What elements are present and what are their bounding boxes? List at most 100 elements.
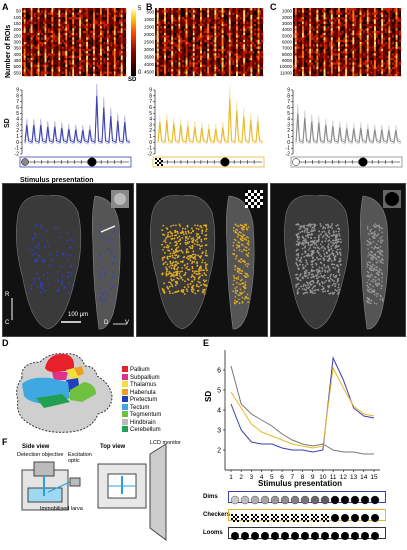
stimulus-presentation-label: Stimulus presentation	[20, 177, 94, 184]
region-swatch	[122, 388, 128, 395]
trace-ytick-label: 8	[16, 93, 19, 99]
trace-ytick-label: -1	[148, 146, 153, 152]
trace-ytick-label: -2	[286, 152, 291, 158]
trace-ytick-label: 7	[287, 99, 290, 105]
region-swatch	[122, 403, 128, 410]
trace-ytick-label: -1	[15, 146, 20, 152]
trace-ytick-label: 4	[149, 117, 152, 123]
chart-xtick-label: 11	[330, 474, 337, 480]
region-swatch	[122, 366, 128, 372]
region-label: Habenula	[130, 389, 156, 396]
brain-lateral-outline	[360, 195, 389, 330]
heatmap-tick-label: 550	[13, 70, 21, 75]
trace-ytick-label: 5	[149, 111, 152, 117]
heatmap-tick-label: 2000	[282, 15, 293, 20]
panel-letter-b: B	[146, 2, 153, 12]
stim-label-looms: Looms	[203, 530, 223, 536]
trace-ytick-label: 0	[16, 140, 19, 146]
region-label: Tegmentum	[130, 412, 162, 418]
chart-ytick-label: 2	[217, 448, 221, 455]
region-legend-item: Habenula	[122, 388, 156, 396]
setup-detection-label: Detection objective	[17, 452, 64, 458]
chart-xtick-label: 13	[350, 474, 358, 480]
region-legend-item: Cerebellum	[122, 426, 161, 433]
heatmap-tick-label: 450	[13, 58, 21, 63]
heatmap-tick-label: 10000	[279, 64, 292, 69]
chart-ytick-label: 6	[217, 368, 221, 375]
heatmap-tick-label: 400	[13, 52, 21, 57]
chart-xtick-label: 9	[311, 474, 315, 480]
heatmap-tick-label: 3500	[144, 55, 155, 60]
heatmap-tick-label: 3000	[282, 21, 293, 26]
region-label: Hindbrain	[130, 419, 156, 426]
trace-ytick-label: 9	[16, 88, 19, 94]
pallium-region	[45, 354, 75, 372]
setup-svg	[21, 443, 167, 541]
panel-letter-c: C	[270, 2, 277, 12]
trace-ytick-label: 6	[149, 105, 152, 111]
heatmap-tick-label: 250	[13, 33, 21, 38]
region-label: Pretectum	[130, 397, 158, 403]
trace-ytick-label: -2	[148, 152, 153, 158]
chart-ytick-label: 3	[217, 428, 221, 435]
brain-checkers-svg	[150, 190, 263, 330]
subpallium-region	[52, 372, 68, 380]
chart-xtick-label: 10	[319, 474, 327, 480]
compass-c: C	[5, 320, 10, 326]
trace-ytick-label: 3	[149, 122, 152, 128]
stim-label-checkers: Checkers	[203, 512, 231, 518]
brain-dims-svg	[11, 190, 129, 330]
heatmap-tick-label: 500	[146, 9, 154, 14]
region-swatch	[122, 396, 128, 402]
chart-xtick-label: 4	[260, 474, 264, 480]
heatmap-tick-label: 11000	[280, 70, 293, 75]
chart-xtick-label: 5	[270, 474, 274, 480]
stim-label-dims: Dims	[203, 494, 218, 500]
heatmap-tick-label: 4000	[282, 27, 293, 32]
series-line-dims	[230, 356, 375, 453]
series-line-checkers	[230, 366, 375, 449]
scale-bar-label: 100 μm	[68, 312, 89, 318]
heatmap-tick-label: 6000	[282, 40, 293, 45]
compass-r: R	[5, 292, 10, 298]
trace-ytick-label: 1	[16, 134, 19, 140]
heatmap-tick-label: 350	[13, 46, 21, 51]
trace-ytick-label: 4	[16, 117, 19, 123]
habenula-region	[74, 366, 84, 376]
trace-ytick-label: 4	[287, 117, 290, 123]
trace-ytick-label: 2	[16, 128, 19, 134]
chart-ytick-label: 5	[217, 388, 221, 395]
panel-letter-e: E	[203, 338, 210, 348]
brain-looms-svg	[284, 190, 401, 330]
colorbar-label: SD	[128, 77, 137, 83]
trace-ytick-label: 0	[149, 140, 152, 146]
region-swatch	[122, 411, 128, 417]
heatmap-tick-label: 200	[13, 27, 21, 32]
panel-letter-a: A	[2, 2, 9, 12]
heatmap-tick-label: 100	[13, 15, 21, 20]
trace-line	[157, 98, 264, 144]
trace-ytick-label: 5	[287, 111, 290, 117]
compass-v: V	[125, 320, 130, 326]
heatmap-tick-label: 1000	[282, 9, 293, 14]
colorbar	[131, 8, 136, 76]
series-line-looms	[230, 365, 374, 455]
tegmentum-region	[70, 382, 96, 402]
region-label: Subpallium	[130, 374, 160, 381]
trace-ytick-label: 3	[16, 122, 19, 128]
colorbar-tick-min: 0	[138, 70, 142, 76]
heatmap-tick-label: 1500	[144, 24, 155, 29]
setup-larva-label: Immobilised larva	[40, 506, 83, 512]
chart-xtick-label: 7	[290, 474, 294, 480]
chart-xtick-label: 1	[229, 474, 233, 480]
region-legend-item: Tectum	[122, 403, 149, 411]
trace-ytick-label: 7	[149, 99, 152, 105]
chart-xtick-label: 14	[360, 474, 368, 480]
trace-ytick-label: 2	[149, 128, 152, 134]
region-legend-item: Tegmentum	[122, 411, 161, 418]
setup-excitation-label: Excitation optic	[68, 452, 92, 464]
